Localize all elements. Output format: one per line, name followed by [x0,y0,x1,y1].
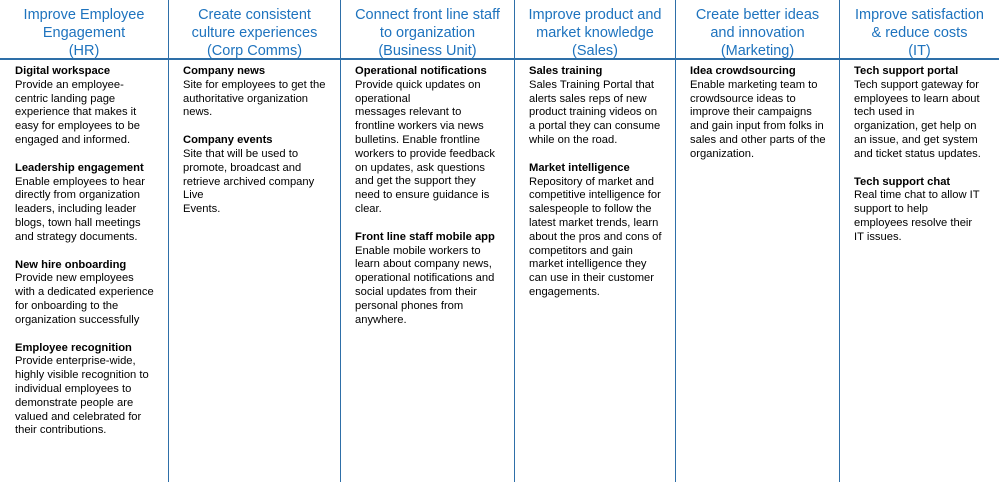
scenario-description: Site that will be used to promote, broad… [183,147,315,216]
column-heading: Improve product and market knowledge (Sa… [515,0,675,60]
scenario-title: Digital workspace [15,65,111,77]
scenario-description: Real time chat to allow IT support to he… [854,189,980,243]
column-body: Tech support portal Tech support gateway… [840,60,999,245]
scenario-item: Idea crowdsourcing Enable marketing team… [690,65,835,162]
scenario-title: Operational notifications [355,65,487,77]
scenario-item: Company news Site for employees to get t… [183,65,336,120]
scenario-title: Leadership engagement [15,161,144,174]
scenario-item: Employee recognition Provide enterprise-… [15,342,164,439]
column-heading-text: Create consistent culture experiences (C… [191,7,318,59]
scenario-title: Front line staff mobile app [355,230,495,243]
scenario-item: Company events Site that will be used to… [183,134,336,217]
column-body: Sales training Sales Training Portal tha… [515,60,675,300]
column-heading: Improve Employee Engagement (HR) [0,0,168,60]
scenario-title: New hire onboarding [15,258,127,271]
scenario-item: Operational notifications Provide quick … [355,65,510,217]
scenario-item: Sales training Sales Training Portal tha… [529,65,671,148]
column-heading-text: Connect front line staff to organization… [355,7,500,59]
scenario-title: Sales training [529,65,603,77]
scenario-title: Company news [183,65,266,77]
scenario-description: Enable employees to hear directly from o… [15,175,145,243]
column-heading: Create consistent culture experiences (C… [169,0,340,60]
scenario-description: Site for employees to get the authoritat… [183,78,326,119]
scenario-item: Leadership engagement Enable employees t… [15,162,164,245]
column-it: Improve satisfaction & reduce costs (IT)… [839,0,999,482]
column-sales: Improve product and market knowledge (Sa… [514,0,675,482]
scenario-description: Enable marketing team to crowdsource ide… [690,78,826,160]
column-heading-text: Improve satisfaction & reduce costs (IT) [855,7,984,59]
column-body: Operational notifications Provide quick … [341,60,514,327]
scenario-description: Tech support gateway for employees to le… [854,78,981,160]
column-body: Digital workspace Provide an employee- c… [0,60,168,438]
scenario-description: Sales Training Portal that alerts sales … [529,78,661,146]
column-heading: Improve satisfaction & reduce costs (IT) [840,0,999,60]
scenario-description: Repository of market and competitive int… [529,175,662,298]
column-body: Company news Site for employees to get t… [169,60,340,217]
scenario-description: Provide an employee- centric landing pag… [15,78,140,146]
column-body: Idea crowdsourcing Enable marketing team… [676,60,839,162]
scenario-item: Market intelligence Repository of market… [529,162,671,300]
scenario-title: Employee recognition [15,341,132,354]
column-corp-comms: Create consistent culture experiences (C… [168,0,340,482]
column-business-unit: Connect front line staff to organization… [340,0,514,482]
column-hr: Improve Employee Engagement (HR) Digital… [0,0,168,482]
scenario-title: Tech support portal [854,65,959,77]
scenario-item: Tech support chat Real time chat to allo… [854,176,995,245]
column-heading-text: Improve Employee Engagement (HR) [23,7,145,59]
scenario-title: Market intelligence [529,161,630,174]
scenario-description: Provide quick updates on operational mes… [355,78,495,215]
scenario-description: Enable mobile workers to learn about com… [355,244,495,326]
column-heading-text: Improve product and market knowledge (Sa… [528,7,662,59]
scenario-item: Tech support portal Tech support gateway… [854,65,995,162]
scenario-title: Company events [183,134,273,147]
scenario-title: Tech support chat [854,175,951,188]
scenario-item: Digital workspace Provide an employee- c… [15,65,164,148]
scenario-description: Provide new employees with a dedicated e… [15,272,154,326]
column-heading: Connect front line staff to organization… [341,0,514,60]
scenario-item: Front line staff mobile app Enable mobil… [355,231,510,328]
column-heading-text: Create better ideas and innovation (Mark… [695,7,820,59]
column-heading: Create better ideas and innovation (Mark… [676,0,839,60]
column-marketing: Create better ideas and innovation (Mark… [675,0,839,482]
scenario-description: Provide enterprise-wide, highly visible … [15,355,149,437]
scenario-item: New hire onboarding Provide new employee… [15,259,164,328]
scenario-title: Idea crowdsourcing [690,65,796,77]
